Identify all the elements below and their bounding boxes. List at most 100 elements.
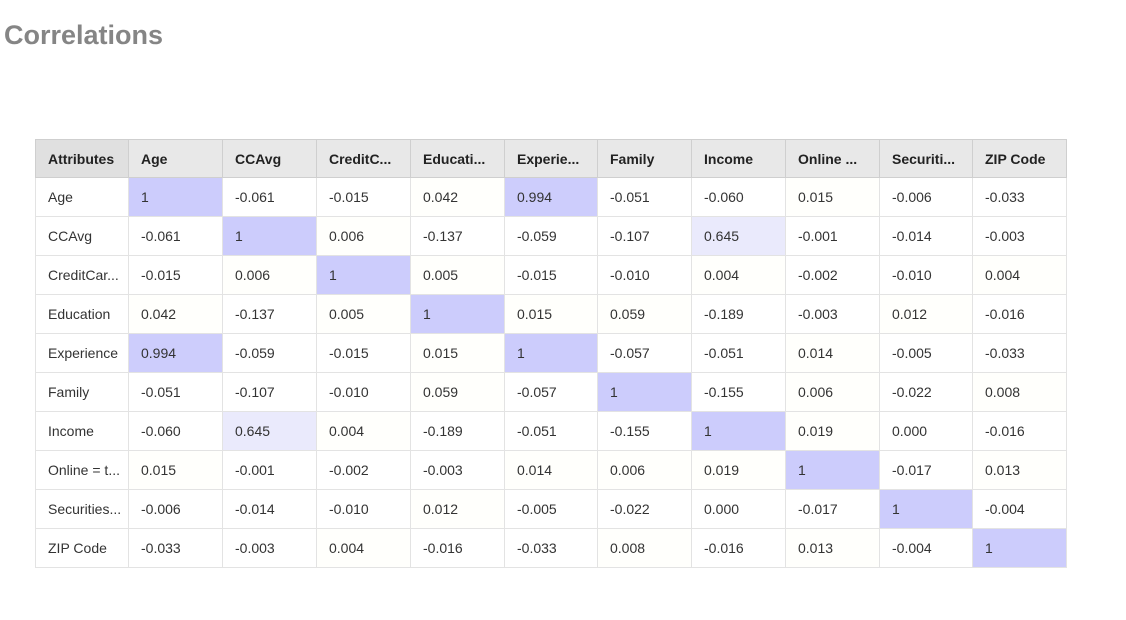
correlation-cell: -0.001 (785, 216, 880, 256)
column-header[interactable]: Educati... (410, 139, 505, 178)
correlation-cell: 1 (128, 177, 223, 217)
correlation-cell: 0.006 (222, 255, 317, 295)
column-header[interactable]: Online ... (785, 139, 880, 178)
row-header: Family (35, 372, 129, 412)
correlation-cell: 1 (785, 450, 880, 490)
correlation-cell: -0.001 (222, 450, 317, 490)
row-header: Securities... (35, 489, 129, 529)
column-header[interactable]: CCAvg (222, 139, 317, 178)
correlation-cell: -0.016 (691, 528, 786, 568)
correlation-cell: 0.014 (504, 450, 598, 490)
correlation-cell: 1 (410, 294, 505, 334)
row-header: Experience (35, 333, 129, 373)
correlation-cell: -0.060 (128, 411, 223, 451)
correlation-cell: -0.003 (222, 528, 317, 568)
correlation-cell: 0.004 (316, 411, 411, 451)
correlation-cell: -0.033 (128, 528, 223, 568)
correlation-cell: 0.042 (128, 294, 223, 334)
correlation-cell: 0.015 (785, 177, 880, 217)
correlation-matrix-table: Attributes Age CCAvg CreditC... Educati.… (35, 139, 1067, 568)
correlation-cell: -0.017 (785, 489, 880, 529)
correlation-cell: 0.019 (785, 411, 880, 451)
correlation-cell: 1 (972, 528, 1067, 568)
correlation-cell: -0.003 (972, 216, 1067, 256)
correlation-cell: -0.155 (691, 372, 786, 412)
correlation-cell: -0.017 (879, 450, 973, 490)
correlation-cell: 0.645 (222, 411, 317, 451)
correlation-cell: 0.042 (410, 177, 505, 217)
correlation-cell: -0.155 (597, 411, 692, 451)
correlation-cell: -0.005 (504, 489, 598, 529)
table-body: Age 1 -0.061 -0.015 0.042 0.994 -0.051 -0.060 0.… (35, 177, 1067, 568)
correlation-cell: -0.061 (128, 216, 223, 256)
correlation-cell: 0.004 (691, 255, 786, 295)
correlation-cell: 0.013 (972, 450, 1067, 490)
row-header: CCAvg (35, 216, 129, 256)
correlation-cell: -0.016 (972, 411, 1067, 451)
table-row: Income -0.060 0.645 0.004 -0.189 -0.051 -0.155… (35, 411, 1067, 451)
row-header: Age (35, 177, 129, 217)
correlation-cell: 1 (879, 489, 973, 529)
column-header[interactable]: Age (128, 139, 223, 178)
correlation-cell: -0.033 (504, 528, 598, 568)
row-header: CreditCar... (35, 255, 129, 295)
correlation-cell: -0.057 (597, 333, 692, 373)
correlation-cell: -0.189 (410, 411, 505, 451)
correlation-cell: 0.015 (410, 333, 505, 373)
correlation-cell: -0.010 (879, 255, 973, 295)
correlation-cell: 0.059 (597, 294, 692, 334)
correlation-cell: -0.015 (316, 177, 411, 217)
correlation-cell: -0.022 (879, 372, 973, 412)
column-header[interactable]: Experie... (504, 139, 598, 178)
correlation-cell: -0.189 (691, 294, 786, 334)
correlation-cell: -0.033 (972, 177, 1067, 217)
row-header: Income (35, 411, 129, 451)
correlation-cell: 0.013 (785, 528, 880, 568)
correlation-cell: -0.014 (879, 216, 973, 256)
correlation-cell: 0.008 (597, 528, 692, 568)
correlation-cell: -0.059 (222, 333, 317, 373)
table-header-row: Attributes Age CCAvg CreditC... Educati.… (35, 139, 1067, 178)
correlation-cell: 0.000 (879, 411, 973, 451)
correlation-cell: -0.061 (222, 177, 317, 217)
correlation-cell: 0.006 (316, 216, 411, 256)
correlation-cell: -0.005 (879, 333, 973, 373)
correlation-cell: 0.000 (691, 489, 786, 529)
correlation-cell: -0.015 (128, 255, 223, 295)
correlation-cell: -0.006 (128, 489, 223, 529)
column-header[interactable]: CreditC... (316, 139, 411, 178)
table-row: CreditCar... -0.015 0.006 1 0.005 -0.015 -0.01… (35, 255, 1067, 295)
correlation-cell: 0.004 (972, 255, 1067, 295)
correlation-cell: -0.107 (597, 216, 692, 256)
correlation-cell: 1 (597, 372, 692, 412)
column-header-attributes[interactable]: Attributes (35, 139, 129, 178)
correlation-cell: -0.015 (504, 255, 598, 295)
correlation-cell: 0.059 (410, 372, 505, 412)
correlation-cell: 1 (316, 255, 411, 295)
correlation-cell: 0.008 (972, 372, 1067, 412)
correlation-cell: 0.005 (316, 294, 411, 334)
column-header[interactable]: Securiti... (879, 139, 973, 178)
table-row: CCAvg -0.061 1 0.006 -0.137 -0.059 -0.107 0.645… (35, 216, 1067, 256)
column-header[interactable]: ZIP Code (972, 139, 1067, 178)
correlation-cell: -0.107 (222, 372, 317, 412)
row-header: ZIP Code (35, 528, 129, 568)
correlation-cell: -0.051 (597, 177, 692, 217)
column-header[interactable]: Income (691, 139, 786, 178)
row-header: Online = t... (35, 450, 129, 490)
correlation-cell: -0.051 (504, 411, 598, 451)
column-header[interactable]: Family (597, 139, 692, 178)
correlation-cell: -0.016 (410, 528, 505, 568)
correlation-cell: 0.994 (128, 333, 223, 373)
correlation-cell: -0.015 (316, 333, 411, 373)
correlation-cell: 0.012 (410, 489, 505, 529)
correlation-cell: 1 (504, 333, 598, 373)
correlation-cell: 0.006 (597, 450, 692, 490)
correlation-cell: -0.002 (785, 255, 880, 295)
page-title: Correlations (4, 20, 164, 50)
correlation-cell: -0.006 (879, 177, 973, 217)
correlation-cell: 0.015 (128, 450, 223, 490)
correlation-cell: -0.010 (316, 372, 411, 412)
table-row: Education 0.042 -0.137 0.005 1 0.015 0.059 -0.1… (35, 294, 1067, 334)
correlation-cell: 1 (691, 411, 786, 451)
